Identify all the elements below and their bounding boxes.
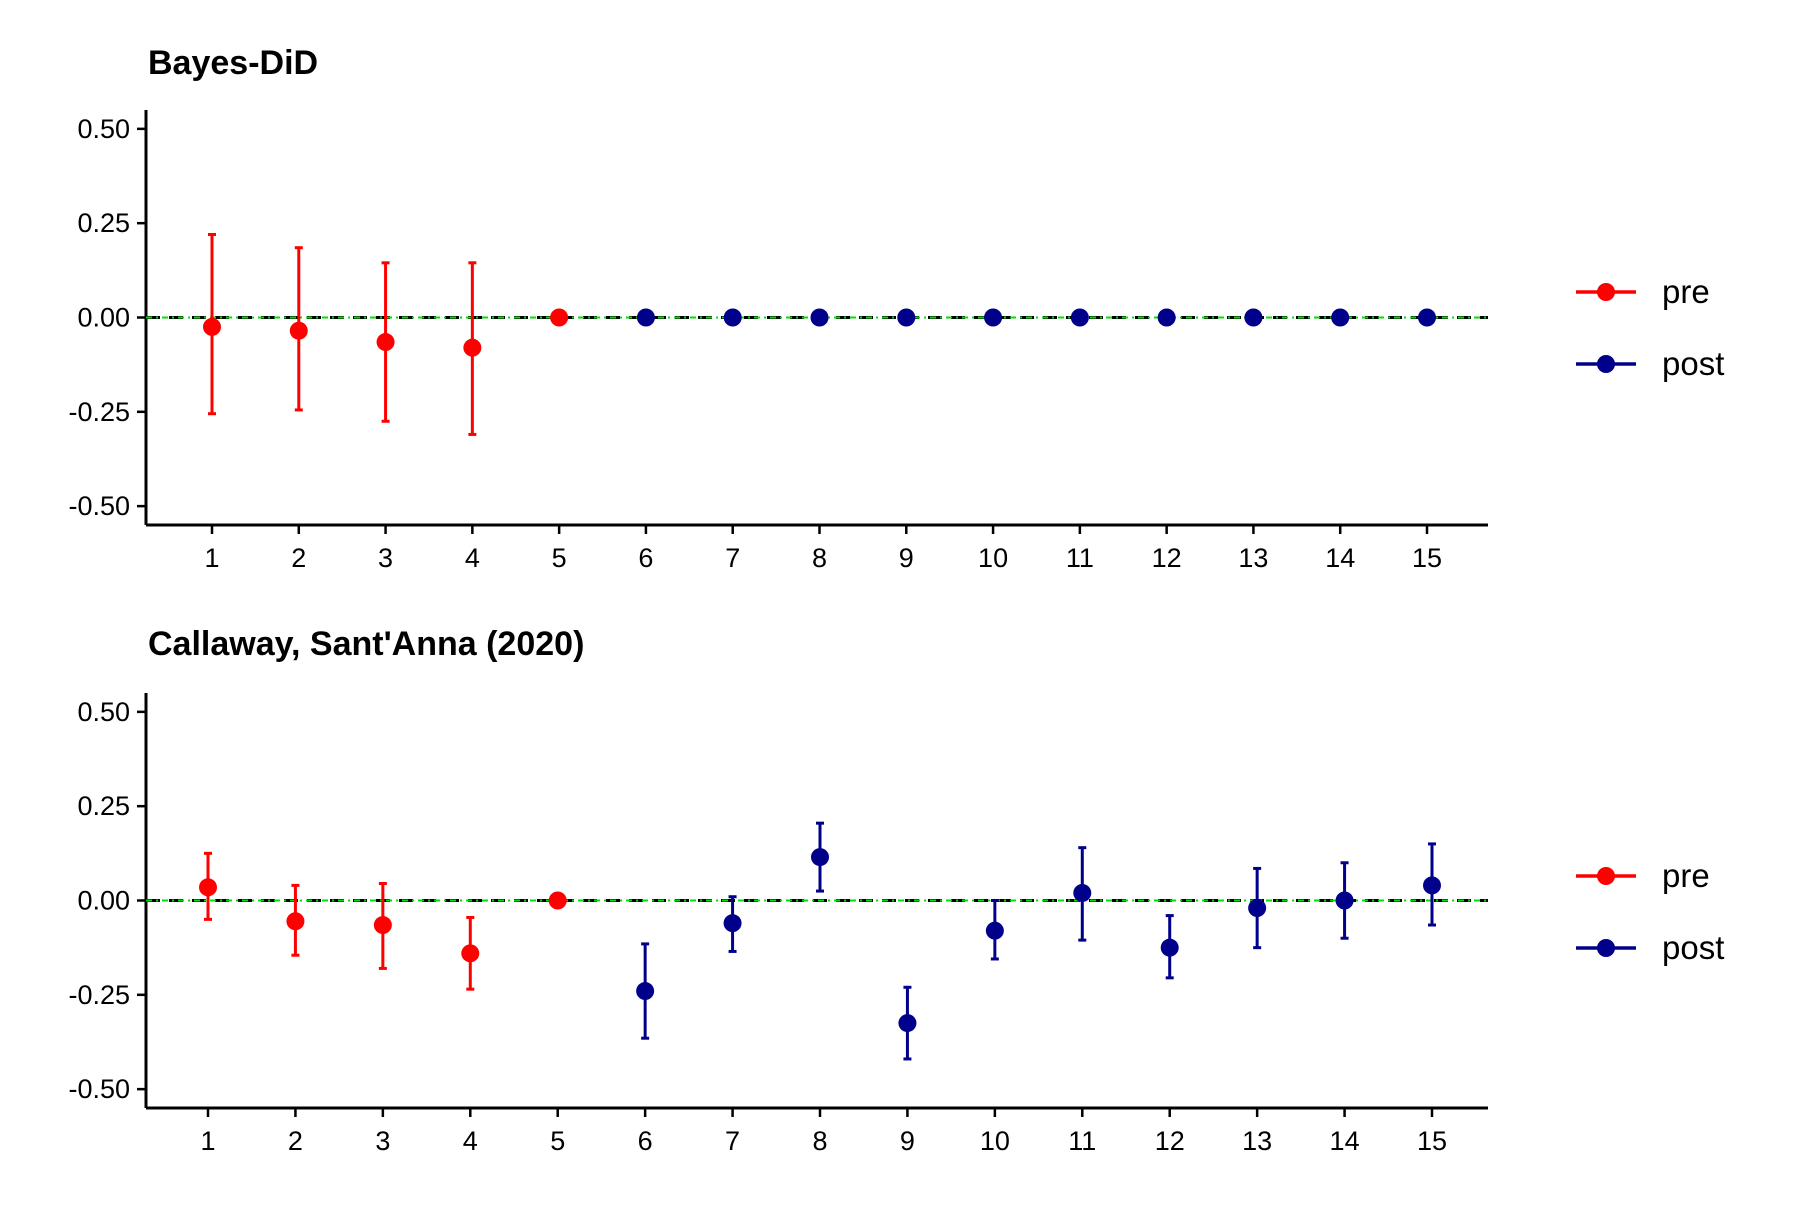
data-point-post	[1073, 883, 1092, 902]
x-tick-label: 2	[288, 1126, 303, 1156]
x-tick-label: 11	[1066, 543, 1094, 573]
x-tick-label: 13	[1242, 1126, 1272, 1156]
data-point-pre	[286, 912, 305, 931]
data-point-post	[898, 1014, 917, 1033]
x-tick-label: 6	[638, 543, 653, 573]
legend-key-point-post	[1597, 355, 1615, 373]
data-point-pre	[373, 916, 392, 935]
x-tick-label: 1	[200, 1126, 215, 1156]
legend-label-post: post	[1662, 345, 1724, 382]
data-point-post	[810, 308, 829, 327]
data-point-post	[723, 914, 742, 933]
y-tick-label: 0.00	[77, 303, 130, 333]
y-tick-label: 0.25	[77, 791, 130, 821]
data-point-post	[1157, 308, 1176, 327]
x-tick-label: 8	[812, 1126, 827, 1156]
data-point-post	[1335, 891, 1354, 910]
y-tick-label: 0.25	[77, 208, 130, 238]
x-tick-label: 10	[978, 543, 1008, 573]
data-point-post	[1070, 308, 1089, 327]
legend-key-point-post	[1597, 939, 1615, 957]
y-tick-label: 0.50	[77, 114, 130, 144]
legend-label-pre: pre	[1662, 273, 1710, 310]
x-tick-label: 4	[465, 543, 480, 573]
legend-label-post: post	[1662, 929, 1724, 966]
panel-bayes-did: Bayes-DiD 0.500.250.00-0.25-0.501 2 3 4 5 6 7 8…	[68, 44, 1724, 573]
x-tick-label: 12	[1152, 543, 1182, 573]
x-tick-label: 15	[1417, 1126, 1447, 1156]
y-tick-label: 0.00	[77, 886, 130, 916]
panel-title: Callaway, Sant'Anna (2020)	[148, 625, 584, 663]
x-tick-label: 7	[725, 543, 740, 573]
x-tick-label: 5	[550, 1126, 565, 1156]
x-tick-label: 2	[291, 543, 306, 573]
data-point-post	[1423, 876, 1441, 895]
y-tick-label: -0.25	[68, 980, 130, 1010]
x-tick-label: 8	[812, 543, 827, 573]
data-point-pre	[376, 333, 395, 352]
x-tick-label: 9	[899, 543, 914, 573]
x-tick-label: 13	[1238, 543, 1268, 573]
data-point-post	[897, 308, 916, 327]
x-tick-label: 5	[552, 543, 567, 573]
x-tick-label: 7	[725, 1126, 740, 1156]
x-tick-label: 9	[900, 1126, 915, 1156]
x-tick-label: 4	[463, 1126, 478, 1156]
x-tick-label: 6	[638, 1126, 653, 1156]
data-point-post	[984, 308, 1003, 327]
x-tick-label: 15	[1412, 543, 1442, 573]
x-tick-label: 1	[204, 543, 219, 573]
data-point-post	[985, 921, 1004, 940]
x-tick-label: 14	[1325, 543, 1355, 573]
data-point-pre	[548, 891, 567, 910]
data-point-pre	[289, 321, 308, 340]
x-tick-label: 12	[1155, 1126, 1185, 1156]
x-tick-label: 14	[1330, 1126, 1360, 1156]
y-tick-label: -0.50	[68, 1074, 130, 1104]
legend-label-pre: pre	[1662, 857, 1710, 894]
panel-callaway-santanna: Callaway, Sant'Anna (2020) 0.50 0.25 0.00 -…	[68, 625, 1724, 1156]
data-point-pre	[199, 878, 217, 897]
data-point-post	[1418, 308, 1436, 327]
data-point-post	[723, 308, 742, 327]
data-point-post	[1160, 938, 1179, 957]
data-point-post	[636, 308, 655, 327]
y-tick-label: 0.50	[77, 697, 130, 727]
data-point-pre	[463, 338, 482, 357]
y-tick-label: -0.25	[68, 397, 130, 427]
x-tick-label: 3	[375, 1126, 390, 1156]
panel-title: Bayes-DiD	[148, 44, 318, 82]
data-point-post	[811, 848, 829, 867]
data-point-post	[1331, 308, 1350, 327]
data-point-post	[636, 982, 655, 1001]
legend-key-point-pre	[1597, 867, 1615, 885]
data-point-post	[1248, 899, 1267, 918]
data-point-pre	[550, 308, 569, 327]
y-tick-label: -0.50	[68, 491, 130, 521]
data-point-post	[1244, 308, 1263, 327]
data-point-pre	[461, 944, 480, 963]
x-tick-label: 10	[980, 1126, 1010, 1156]
data-point-pre	[203, 317, 221, 336]
x-tick-label: 11	[1068, 1126, 1096, 1156]
x-tick-label: 3	[378, 543, 393, 573]
legend-key-point-pre	[1597, 283, 1615, 301]
